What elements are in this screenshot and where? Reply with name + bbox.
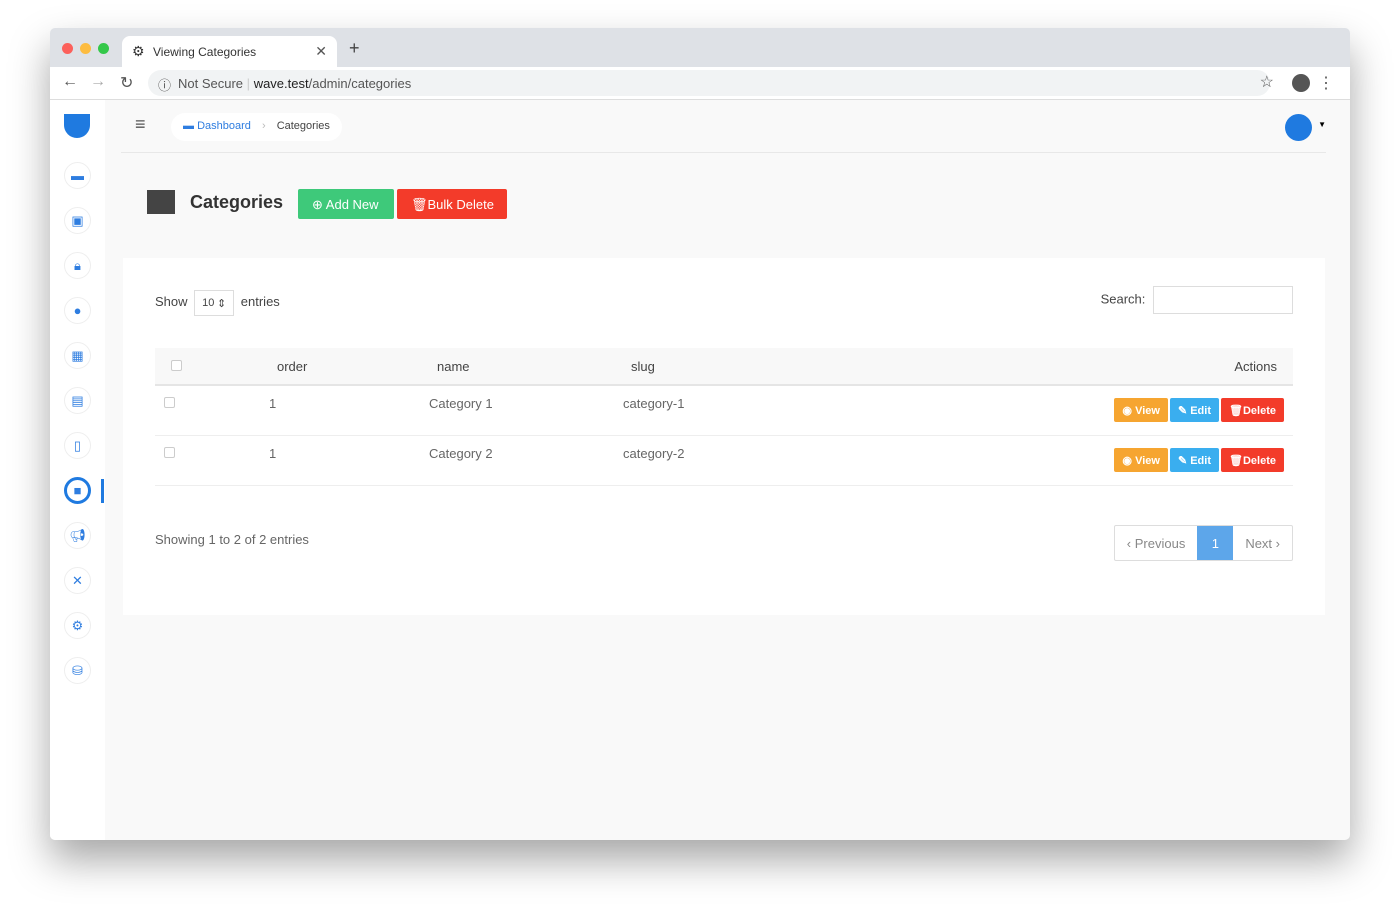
delete-button[interactable]: 🗑︎Delete	[1221, 447, 1284, 472]
page-1-button[interactable]: 1	[1197, 526, 1234, 560]
plus-circle-icon: ⊕	[312, 197, 326, 212]
edit-label: Edit	[1190, 454, 1211, 467]
main-content: ≡ ▬ Dashboard › Categories ▼ Categories …	[105, 100, 1350, 840]
entries-label: entries	[240, 294, 280, 309]
add-new-button[interactable]: ⊕ Add New	[298, 189, 394, 219]
pagination: ‹ Previous 1 Next ›	[1113, 525, 1293, 561]
sidebar-page-icon[interactable]: ▯	[64, 432, 91, 459]
table-info: Showing 1 to 2 of 2 entries	[155, 532, 309, 547]
view-label: View	[1135, 454, 1160, 467]
search-label: Search:	[1100, 291, 1146, 307]
info-icon: ⓘ	[158, 78, 172, 93]
forward-icon[interactable]: →	[90, 73, 106, 90]
logo[interactable]	[64, 114, 90, 138]
cell-order: 1	[269, 385, 429, 436]
entries-value: 10	[202, 297, 215, 309]
breadcrumb: ▬ Dashboard › Categories	[171, 113, 342, 141]
hamburger-icon[interactable]: ≡	[135, 114, 146, 134]
next-page-button[interactable]: Next ›	[1245, 536, 1280, 551]
sidebar-dashboard-icon[interactable]: ▬	[64, 162, 91, 189]
close-window-button[interactable]	[62, 43, 73, 54]
menu-icon[interactable]: ⋮	[1318, 75, 1334, 92]
add-new-label: Add New	[325, 197, 379, 212]
view-button[interactable]: ◉ View	[1114, 398, 1168, 422]
url-bar[interactable]: ⓘ Not Secure | wave.test/admin/categorie…	[148, 70, 1270, 96]
sidebar-posts-icon[interactable]: ▤	[64, 387, 91, 414]
categories-table: order name slug Actions 1 Category 1 cat…	[155, 348, 1293, 486]
edit-button[interactable]: ✎ Edit	[1169, 447, 1219, 472]
row-checkbox[interactable]	[164, 446, 175, 458]
column-slug[interactable]: slug	[623, 348, 1023, 386]
dashboard-icon: ▬	[183, 120, 198, 132]
address-bar-row: ← → ↻ ⓘ Not Secure | wave.test/admin/cat…	[50, 67, 1350, 100]
tab-bar: ⚙ Viewing Categories ✕ +	[50, 28, 1350, 67]
profile-avatar[interactable]	[1292, 74, 1310, 92]
previous-label: Previous	[1134, 536, 1186, 551]
table-row: 1 Category 1 category-1 ◉ View ✎ Edit 🗑︎De…	[155, 385, 1293, 436]
search-input[interactable]	[1153, 286, 1293, 314]
next-label: Next	[1245, 536, 1273, 551]
cell-slug: category-1	[623, 385, 1023, 436]
edit-label: Edit	[1190, 405, 1211, 417]
tab-title: Viewing Categories	[153, 45, 257, 59]
breadcrumb-home-label: Dashboard	[197, 120, 251, 132]
bulk-delete-button[interactable]: 🗑︎Bulk Delete	[397, 189, 507, 219]
browser-window: ⚙ Viewing Categories ✕ + ← → ↻ ⓘ Not Sec…	[50, 28, 1350, 840]
table-header: order name slug Actions	[155, 348, 1293, 386]
cell-name: Category 1	[429, 385, 623, 436]
trash-icon: 🗑︎	[411, 197, 428, 212]
sidebar-categories-icon[interactable]: ■	[64, 477, 91, 504]
sidebar-settings-icon[interactable]: ⚙	[64, 612, 91, 639]
column-name[interactable]: name	[429, 348, 623, 386]
sidebar-lock-icon[interactable]: 🔒︎	[64, 252, 91, 279]
maximize-window-button[interactable]	[98, 43, 109, 54]
cell-name: Category 2	[429, 435, 623, 486]
url-path: /admin/categories	[308, 76, 412, 91]
sidebar: ▬ ▣ 🔒︎ ● ▦ ▤ ▯ ■ 📢︎ ✕ ⚙ ⛁	[50, 100, 105, 840]
active-indicator	[101, 479, 104, 503]
new-tab-button[interactable]: +	[349, 38, 360, 58]
back-icon[interactable]: ←	[62, 73, 78, 90]
delete-label: Delete	[1242, 405, 1276, 417]
close-tab-icon[interactable]: ✕	[315, 43, 327, 59]
sidebar-image-icon[interactable]: ▦	[64, 342, 91, 369]
sidebar-database-icon[interactable]: ⛁	[64, 657, 91, 684]
reload-icon[interactable]: ↻	[120, 75, 134, 92]
star-icon[interactable]: ☆	[1259, 74, 1274, 91]
categories-card: Show 10 ⇕ entries Search: order name slu…	[123, 258, 1325, 615]
browser-tab[interactable]: ⚙ Viewing Categories ✕	[122, 36, 337, 67]
minimize-window-button[interactable]	[80, 43, 91, 54]
sidebar-megaphone-icon[interactable]: 📢︎	[64, 522, 91, 549]
header: ≡ ▬ Dashboard › Categories ▼	[121, 100, 1326, 153]
url-host: wave.test	[253, 76, 309, 91]
caret-down-icon[interactable]: ▼	[1318, 120, 1326, 129]
delete-button[interactable]: 🗑︎Delete	[1221, 398, 1284, 422]
delete-label: Delete	[1242, 454, 1276, 467]
bulk-delete-label: Bulk Delete	[427, 197, 494, 212]
show-label: Show	[155, 294, 188, 309]
gear-icon: ⚙	[132, 43, 145, 59]
categories-icon	[147, 190, 175, 214]
column-order[interactable]: order	[269, 348, 429, 386]
user-avatar[interactable]	[1285, 114, 1312, 141]
breadcrumb-current: Categories	[276, 120, 330, 132]
breadcrumb-dashboard[interactable]: ▬ Dashboard	[183, 120, 251, 132]
column-actions: Actions	[1023, 348, 1293, 386]
select-all-header[interactable]	[155, 348, 269, 386]
edit-button[interactable]: ✎ Edit	[1169, 398, 1219, 422]
entries-select[interactable]: 10 ⇕	[194, 290, 235, 316]
view-label: View	[1135, 405, 1160, 417]
select-all-checkbox[interactable]	[171, 359, 182, 371]
view-button[interactable]: ◉ View	[1114, 447, 1168, 472]
previous-page-button[interactable]: ‹ Previous	[1126, 536, 1186, 551]
row-checkbox[interactable]	[164, 397, 175, 408]
sidebar-tools-icon[interactable]: ✕	[64, 567, 91, 594]
cell-slug: category-2	[623, 435, 1023, 486]
cell-order: 1	[269, 435, 429, 486]
security-label: Not Secure	[178, 76, 244, 91]
table-row: 1 Category 2 category-2 ◉ View ✎ Edit 🗑︎De…	[155, 435, 1293, 486]
sidebar-media-icon[interactable]: ▣	[64, 207, 91, 234]
page-title: Categories	[190, 192, 284, 212]
sidebar-user-icon[interactable]: ●	[64, 297, 91, 324]
